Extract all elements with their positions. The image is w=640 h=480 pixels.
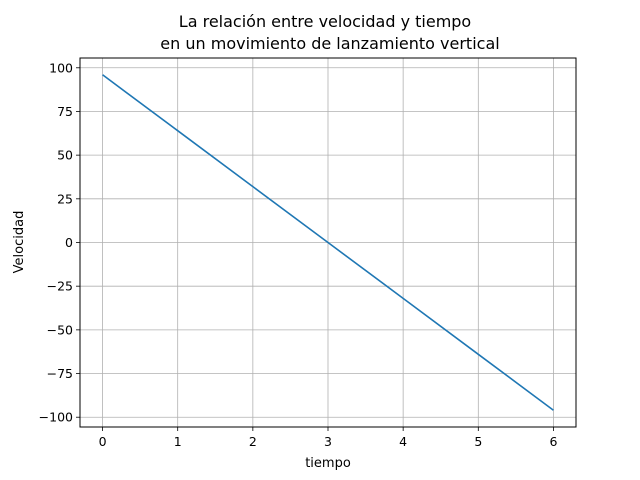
y-tick-label: 25 <box>57 191 73 206</box>
x-tick-label: 2 <box>249 434 257 449</box>
x-tick-label: 6 <box>549 434 557 449</box>
x-tick-label: 5 <box>474 434 482 449</box>
series-line <box>102 74 554 411</box>
y-tick-label: 50 <box>57 148 73 163</box>
y-tick-label: −50 <box>47 322 73 337</box>
chart-title-line-2: en un movimiento de lanzamiento vertical <box>160 34 499 53</box>
series-layer <box>102 74 554 411</box>
y-tick-label: 100 <box>49 60 73 75</box>
x-tick-label: 0 <box>99 434 107 449</box>
y-tick-label: −100 <box>39 410 73 425</box>
x-tick-label: 3 <box>324 434 332 449</box>
x-tick-label: 1 <box>174 434 182 449</box>
x-axis-label: tiempo <box>305 456 351 471</box>
grid <box>80 58 576 427</box>
x-tick-label: 4 <box>399 434 407 449</box>
ticks: 0 1 2 3 4 5 6 100 75 50 25 0 −25 −50 −75 −100 <box>39 60 558 449</box>
y-axis-label: Velocidad <box>12 211 27 274</box>
y-tick-label: −75 <box>47 366 73 381</box>
chart-title-line-1: La relación entre velocidad y tiempo <box>179 12 471 31</box>
y-tick-label: −25 <box>47 279 73 294</box>
y-tick-label: 0 <box>65 235 73 250</box>
y-tick-label: 75 <box>57 104 73 119</box>
